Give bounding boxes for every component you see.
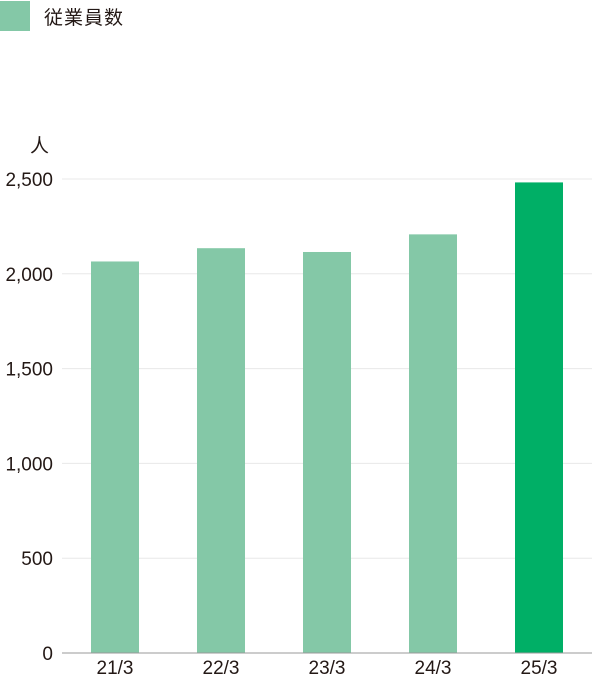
bar [303, 251, 351, 653]
bar [515, 182, 563, 654]
y-axis-unit-label: 人 [30, 135, 50, 157]
legend-label: 従業員数 [44, 6, 125, 29]
x-tick-label: 25/3 [521, 658, 558, 679]
y-tick-label: 1,000 [5, 454, 53, 475]
bar [91, 261, 139, 653]
x-tick-label: 21/3 [97, 658, 134, 679]
y-tick-label: 500 [21, 549, 53, 570]
x-tick-label: 23/3 [309, 658, 346, 679]
x-tick-label: 22/3 [203, 658, 240, 679]
x-tick-label: 24/3 [415, 658, 452, 679]
bar [409, 234, 457, 653]
y-tick-label: 1,500 [5, 360, 53, 381]
bar [197, 248, 245, 654]
y-tick-label: 2,000 [5, 265, 53, 286]
legend-swatch [0, 1, 30, 31]
legend: 従業員数 [0, 1, 124, 31]
y-tick-label: 2,500 [5, 170, 53, 191]
y-tick-label: 0 [42, 644, 53, 665]
